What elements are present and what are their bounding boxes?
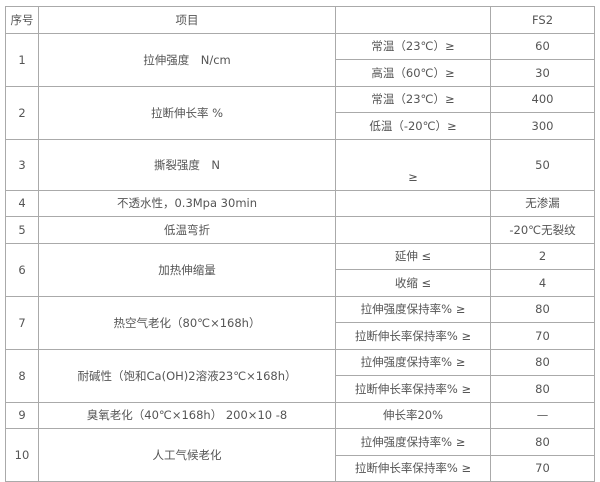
- row-number: 7: [5, 295, 39, 350]
- row-condition: 收缩 ≤: [335, 269, 491, 297]
- row-condition: 拉伸强度保持率% ≥: [335, 428, 491, 456]
- row-value: 无渗漏: [490, 189, 595, 217]
- table-row: 4 不透水性，0.3Mpa 30min 无渗漏: [5, 189, 595, 217]
- row-number: 5: [5, 216, 39, 244]
- row-value: 2: [490, 242, 595, 270]
- row-condition: 常温（23℃）≥: [335, 85, 491, 113]
- row-item: 热空气老化（80℃×168h）: [38, 295, 336, 350]
- row-value: 30: [490, 59, 595, 87]
- row-item: 拉断伸长率 %: [38, 85, 336, 140]
- row-value: 300: [490, 112, 595, 140]
- table-row: 3 撕裂强度 N ≥50: [5, 138, 595, 191]
- table-row: 拉断伸长率保持率% ≥70: [6, 322, 595, 350]
- row-number: 8: [5, 348, 39, 403]
- header-condition: [335, 6, 491, 34]
- row-value: 80: [490, 428, 595, 456]
- table-row: 5 低温弯折 -20℃无裂纹: [5, 216, 595, 244]
- row-item: 加热伸缩量: [38, 242, 336, 297]
- row-number: 9: [5, 401, 39, 429]
- row-item: 耐碱性（饱和Ca(OH)2溶液23℃×168h）: [38, 348, 336, 403]
- row-condition: 拉伸强度保持率% ≥: [335, 295, 491, 323]
- table-row: 8 耐碱性（饱和Ca(OH)2溶液23℃×168h） 拉伸强度保持率% ≥80: [5, 348, 595, 403]
- table-row: 10 人工气候老化 拉伸强度保持率% ≥80: [5, 428, 595, 482]
- row-value: 80: [490, 375, 595, 403]
- row-value: —: [490, 401, 595, 429]
- row-value: 4: [490, 269, 595, 297]
- header-fs2: FS2: [490, 6, 595, 34]
- row-item: 拉伸强度 N/cm: [38, 32, 336, 87]
- row-condition: [335, 189, 491, 217]
- row-value: 70: [490, 322, 595, 350]
- row-condition: 伸长率20%: [335, 401, 491, 429]
- row-number: 1: [5, 32, 39, 87]
- row-value: -20℃无裂纹: [490, 216, 595, 244]
- row-number: 6: [5, 242, 39, 297]
- header-no: 序号: [5, 6, 39, 34]
- row-value: 80: [490, 295, 595, 323]
- row-value: 60: [490, 32, 595, 60]
- table-row: 拉断伸长率保持率% ≥70: [6, 454, 595, 482]
- row-value: 70: [490, 454, 595, 482]
- row-value: 80: [490, 348, 595, 376]
- row-condition: [335, 216, 491, 244]
- table-row: 2 拉断伸长率 % 常温（23℃）≥ 400: [5, 85, 595, 140]
- row-number: 10: [5, 428, 39, 482]
- row-value: 50: [490, 138, 595, 191]
- header-item: 项目: [38, 6, 336, 34]
- row-condition: ≥: [335, 138, 491, 191]
- row-condition: 低温（-20℃）≥: [335, 112, 491, 140]
- row-item: 撕裂强度 N: [38, 138, 336, 191]
- table-row: 收缩 ≤4: [6, 269, 595, 297]
- header-row: 序号 项目 FS2: [5, 6, 595, 34]
- row-condition: 拉断伸长率保持率% ≥: [335, 375, 491, 403]
- table-row: 6 加热伸缩量 延伸 ≤2: [5, 242, 595, 297]
- row-item: 不透水性，0.3Mpa 30min: [38, 189, 336, 217]
- row-number: 4: [5, 189, 39, 217]
- row-condition: 拉断伸长率保持率% ≥: [335, 322, 491, 350]
- row-value: 400: [490, 85, 595, 113]
- row-condition: 常温（23℃）≥: [335, 32, 491, 60]
- table-row: 低温（-20℃）≥ 300: [6, 112, 595, 140]
- row-item: 臭氧老化（40℃×168h） 200×10 -8: [38, 401, 336, 429]
- row-condition: 拉断伸长率保持率% ≥: [335, 454, 491, 482]
- row-condition: 拉伸强度保持率% ≥: [335, 348, 491, 376]
- table-row: 拉断伸长率保持率% ≥80: [6, 375, 595, 403]
- row-number: 2: [5, 85, 39, 140]
- spec-table: 序号 项目 FS2 1 拉伸强度 N/cm 常温（23℃）≥ 60 高温（60℃）≥ 30…: [5, 6, 595, 482]
- row-number: 3: [5, 138, 39, 191]
- row-condition: 高温（60℃）≥: [335, 59, 491, 87]
- row-condition: 延伸 ≤: [335, 242, 491, 270]
- row-item: 人工气候老化: [38, 428, 336, 482]
- table-row: 9 臭氧老化（40℃×168h） 200×10 -8 伸长率20% —: [5, 401, 595, 429]
- table-row: 高温（60℃）≥ 30: [6, 59, 595, 87]
- row-item: 低温弯折: [38, 216, 336, 244]
- table-row: 7 热空气老化（80℃×168h） 拉伸强度保持率% ≥80: [5, 295, 595, 350]
- table-row: 1 拉伸强度 N/cm 常温（23℃）≥ 60: [5, 32, 595, 87]
